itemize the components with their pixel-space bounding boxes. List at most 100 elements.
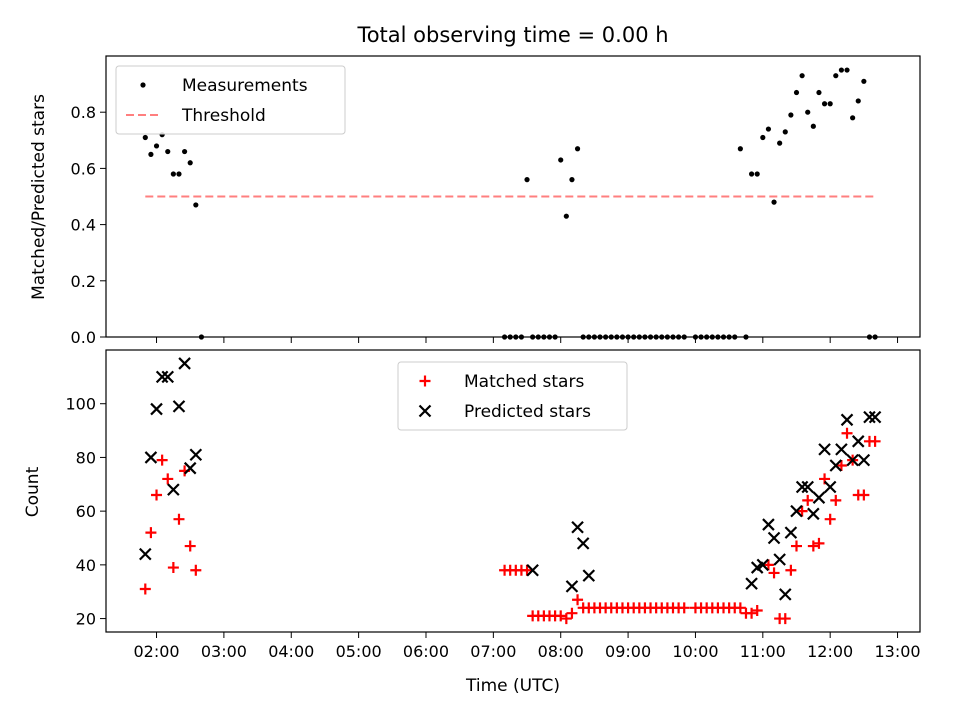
top-y-axis-label: Matched/Predicted stars [29,94,49,300]
data-point [746,607,758,619]
legend: Measurements Threshold [115,65,346,135]
data-point [162,473,174,485]
legend-entry: Matched stars [464,372,584,392]
y-tick-label: 0.2 [71,272,96,291]
data-point [795,480,809,494]
data-point [184,540,196,552]
data-point [833,73,839,79]
data-point [167,483,180,496]
data-point [144,451,158,464]
data-point [574,146,581,152]
data-point [818,443,831,456]
data-point [150,402,163,416]
data-point [139,547,152,561]
x-tick-label: 11:00 [740,642,786,661]
data-point [576,537,590,550]
data-point [156,454,168,466]
legend-entry: Threshold [181,106,266,126]
data-point [170,171,176,177]
data-point [734,602,746,614]
legend-entry: Measurements [182,76,308,96]
data-point [762,518,775,531]
data-point [846,453,859,467]
data-point [172,400,186,413]
data-point [838,67,845,73]
axes-frame [105,349,921,633]
series-predicted-stars [139,357,882,601]
legend-handle [419,375,431,387]
data-point [183,461,197,475]
data-point [762,559,774,571]
data-point [555,610,567,622]
data-point [771,199,777,205]
axes-frame [105,55,921,338]
y-tick-label: 0.0 [71,328,96,347]
bottom-y-axis-label: Count [23,466,43,517]
chart-title: Total observing time = 0.00 h [356,23,668,47]
data-point [737,146,743,152]
data-point [844,67,850,73]
data-point [807,507,820,521]
data-point [153,143,160,149]
y-tick-label: 100 [65,395,96,414]
legend-box [397,361,628,431]
x-tick-label: 02:00 [133,642,179,661]
data-point [796,505,808,517]
data-point [190,564,202,576]
data-point [855,98,861,104]
data-point [813,537,825,549]
y-tick-label: 20 [76,610,96,629]
data-point [840,413,854,427]
data-point [187,160,193,166]
data-point [521,564,533,576]
data-point [782,129,788,135]
data-point [823,480,837,494]
data-point [827,101,833,107]
bottom-panel: 20 40 60 80 100 02:00 03:00 04:00 05:00 06:00 07:0… [65,349,921,661]
data-point [863,410,876,424]
data-point [778,588,792,601]
data-point [765,126,772,132]
y-tick-label: 0.6 [71,159,96,178]
data-point [754,171,760,177]
data-point [779,613,791,625]
x-tick-label: 06:00 [403,642,449,661]
data-point [821,101,828,107]
data-point [829,459,843,472]
x-tick-label: 07:00 [470,642,516,661]
data-point [193,202,199,208]
data-point [748,171,755,177]
x-tick-label: 03:00 [201,642,247,661]
data-point [569,177,575,183]
series-matched-stars [139,427,881,625]
data-point [745,577,758,590]
data-point [830,494,842,506]
data-point [563,213,569,219]
data-point [857,453,871,467]
top-panel: 0.0 0.2 0.4 0.6 0.8 Measurements Threshold [71,55,921,347]
data-point [148,151,154,157]
data-point [784,526,798,539]
y-tick-label: 40 [76,556,96,575]
x-tick-label: 05:00 [336,642,382,661]
legend-box [115,65,346,135]
data-point [807,540,819,552]
x-axis-label: Time (UTC) [465,676,560,696]
data-point [790,504,803,518]
legend: Matched stars Predicted stars [397,361,628,431]
x-tick-label: 10:00 [672,642,718,661]
data-point [851,435,865,448]
data-point [773,553,786,566]
data-point [524,177,530,183]
data-point [151,489,163,501]
data-point [760,134,766,141]
data-point [572,594,584,606]
data-point [165,148,171,155]
x-tick-label: 13:00 [874,642,920,661]
data-point [835,459,847,471]
y-tick-label: 0.4 [71,216,96,235]
data-point [756,558,770,572]
x-tick-label: 04:00 [268,642,314,661]
data-point [571,520,584,534]
data-point [176,171,182,177]
